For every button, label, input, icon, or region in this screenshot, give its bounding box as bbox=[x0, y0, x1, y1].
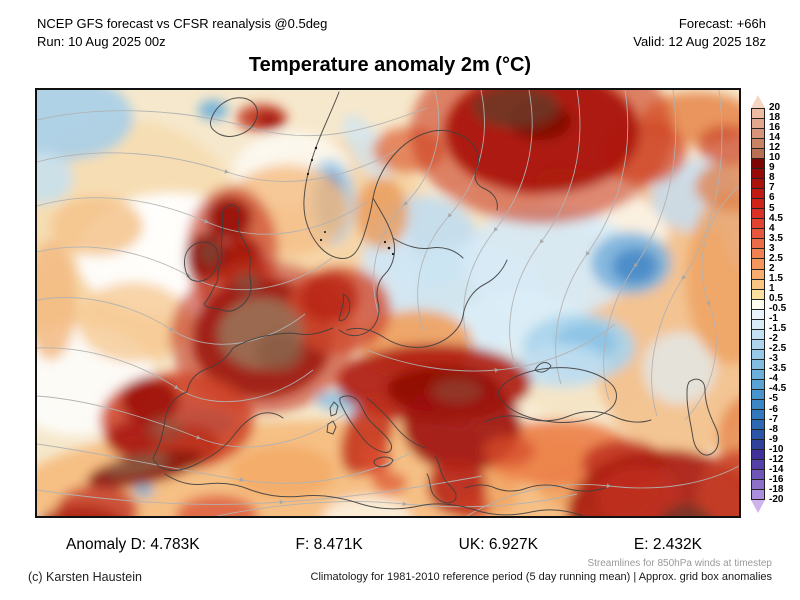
colorbar-bottom-triangle bbox=[751, 500, 765, 513]
anomaly-map-frame bbox=[35, 88, 741, 518]
forecast-line: Forecast: +66h bbox=[678, 16, 766, 31]
colorbar-labels: 20 18 16 14 12 10 9 8 7 6 5 4.5 4 3.5 3 2.5 2 1.5 1 0.5 -0.5… bbox=[769, 102, 787, 505]
anomaly-summary-row: Anomaly D: 4.783K F: 8.471K UK: 6.927K E… bbox=[66, 536, 702, 554]
anomaly-d: Anomaly D: 4.783K bbox=[66, 536, 200, 553]
colorbar-top-triangle bbox=[751, 95, 765, 108]
anomaly-e: E: 2.432K bbox=[633, 536, 702, 553]
model-line: NCEP GFS forecast vs CFSR reanalysis @0.… bbox=[37, 16, 328, 31]
page-title: Temperature anomaly 2m (°C) bbox=[248, 54, 532, 76]
climatology-note: Climatology for 1981-2010 reference peri… bbox=[310, 571, 772, 583]
coastal-specks bbox=[306, 146, 395, 256]
copyright: (c) Karsten Haustein bbox=[28, 570, 142, 584]
anomaly-map bbox=[37, 90, 739, 516]
header-right: Forecast: +66h Valid: 12 Aug 2025 18z bbox=[633, 15, 766, 51]
anomaly-f: F: 8.471K bbox=[295, 536, 363, 553]
anomaly-field-layer bbox=[37, 90, 739, 516]
streamlines-layer bbox=[37, 90, 739, 516]
anomaly-uk: UK: 6.927K bbox=[458, 536, 538, 553]
streamlines-note: Streamlines for 850hPa winds at timestep bbox=[587, 558, 772, 569]
colorbar-cells bbox=[751, 108, 765, 500]
header-left: NCEP GFS forecast vs CFSR reanalysis @0.… bbox=[37, 15, 327, 51]
coastlines-layer bbox=[152, 91, 719, 516]
run-line: Run: 10 Aug 2025 00z bbox=[37, 34, 166, 49]
valid-line: Valid: 12 Aug 2025 18z bbox=[633, 34, 766, 49]
